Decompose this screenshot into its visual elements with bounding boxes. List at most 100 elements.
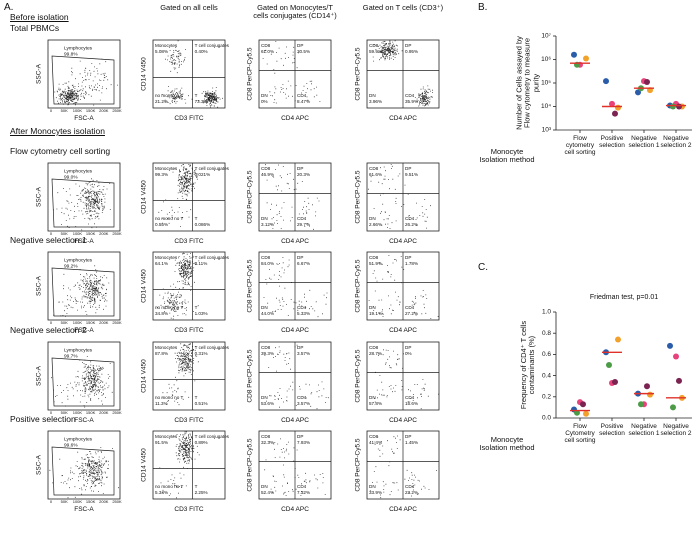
events [264,438,326,496]
column-header: Gated on all cells [160,3,218,12]
x-tick-label: 50K [60,108,68,113]
gate-name: DN [369,93,376,98]
gate-percent: 8.47% [297,99,310,104]
gate-percent: 21.2% [155,99,168,104]
column-header: Gated on T cells (CD3⁺) [362,3,444,12]
gate-percent: 64.1% [155,261,168,266]
y-axis-label: CD8 PerCP-Cy5.5 [246,259,254,313]
gate-percent: 7.32% [297,490,310,495]
gate-percent: 1.03% [195,311,208,316]
gate-percent: 29.7% [297,222,310,227]
row-title: Negative selection 1 [10,235,87,245]
gate-name: DP [405,166,411,171]
gate-percent: 53.6% [261,401,274,406]
x-tick-label: 250K [112,410,122,415]
y-axis-label: CD14 V450 [140,180,148,214]
gate-percent: 7.93% [297,440,310,445]
y-axis-label: CD8 PerCP-Cy5.5 [354,47,362,101]
x-tick-label: 150K [85,410,96,415]
x-axis-label: Monocyte Isolation method [479,147,535,165]
gate-name: CD8 [369,345,379,350]
section-title: After Monocytes isolation [10,126,105,136]
x-tick-label: 150K [85,231,96,236]
events [264,344,329,410]
plot-frame [152,430,226,500]
y-axis-label: SSC-A [35,64,43,84]
gate-name: CD4 [405,216,415,221]
x-tick-label: Negative selection 2 [660,135,692,150]
gate-name: DP [297,345,303,350]
gate-percent: 19.1% [369,311,382,316]
data-point [670,404,676,411]
gate-percent: 30.5% [297,49,310,54]
x-axis-label: CD4 APC [281,238,309,245]
gate-percent: 20.3% [297,172,310,177]
gate-name: Lymphocytes [64,45,93,51]
events [265,164,320,230]
gate-name: DN [261,484,268,489]
x-axis-label: CD3 FITC [174,327,204,334]
x-tick-label: 200K [99,499,109,504]
gate-name: CD4 [297,484,307,489]
gate-percent: 99.3% [155,172,168,177]
panel-label: C. [478,262,488,273]
gate-name: DP [297,255,303,260]
gate-percent: 0% [261,99,268,104]
gate-name: CD4 [297,395,307,400]
gate-percent: 3.12% [261,222,274,227]
gate-name: DN [261,395,268,400]
gate [51,357,115,407]
x-tick-label: 50K [60,410,68,415]
gate-name: CD4 [297,93,307,98]
events [369,435,437,499]
y-tick-label: 10⁵ [541,80,551,87]
data-point [638,401,644,408]
x-axis-label: CD4 APC [281,327,309,334]
gate-percent: 73.3% [195,99,208,104]
gate [51,267,115,317]
y-axis-label: CD14 V450 [140,448,148,482]
gate-name: T cell conjugates [195,43,230,48]
data-point [676,103,682,110]
gate-percent: 99.8% [64,51,78,57]
x-axis-label: FSC-A [74,115,94,122]
y-tick-label: 0.2 [542,394,551,401]
x-tick-label: Flow Cytometry cell sorting [564,423,596,445]
gate-name: DN [261,305,268,310]
gate-percent: 44.0% [261,311,274,316]
x-tick-label: Flow cytometry cell sorting [564,135,596,157]
data-point [612,378,618,385]
y-axis-label: CD8 PerCP-Cy5.5 [354,438,362,492]
plot-frame [47,251,121,321]
gate-percent: 28.7% [369,351,382,356]
events [49,447,119,499]
gate-percent: 35.9% [405,99,418,104]
plot-frame [47,341,121,411]
gate-percent: 5.08% [155,49,168,54]
y-tick-label: 10³ [542,127,552,134]
y-axis-label: CD14 V450 [140,359,148,393]
x-tick-label: 50K [60,231,68,236]
gate-name: T cell conjugates [195,434,230,439]
gate-name: CD8 [369,434,379,439]
gate-name: T cell conjugates [195,255,230,260]
y-axis-label: CD8 PerCP-Cy5.5 [246,349,254,403]
x-tick-label: Negative selection 1 [628,135,660,150]
gate-percent: 99.0% [64,174,78,180]
x-tick-label: 250K [112,499,122,504]
x-tick-label: 200K [99,108,109,113]
x-tick-label: 150K [85,320,96,325]
x-tick-label: 150K [85,499,96,504]
gate-name: Lymphocytes [64,436,93,442]
x-axis-label: FSC-A [74,506,94,513]
x-axis-label: FSC-A [74,327,94,334]
gate-name: CD8 [261,166,271,171]
annotation: Friedman test, p=0.01 [589,294,659,301]
x-axis-label: CD4 APC [389,327,417,334]
gate-percent: 26.2% [405,222,418,227]
gate-name: DP [405,345,411,350]
gate-percent: 34.8% [155,311,168,316]
data-point [609,100,615,107]
gate-name: Monocytes [155,43,178,48]
